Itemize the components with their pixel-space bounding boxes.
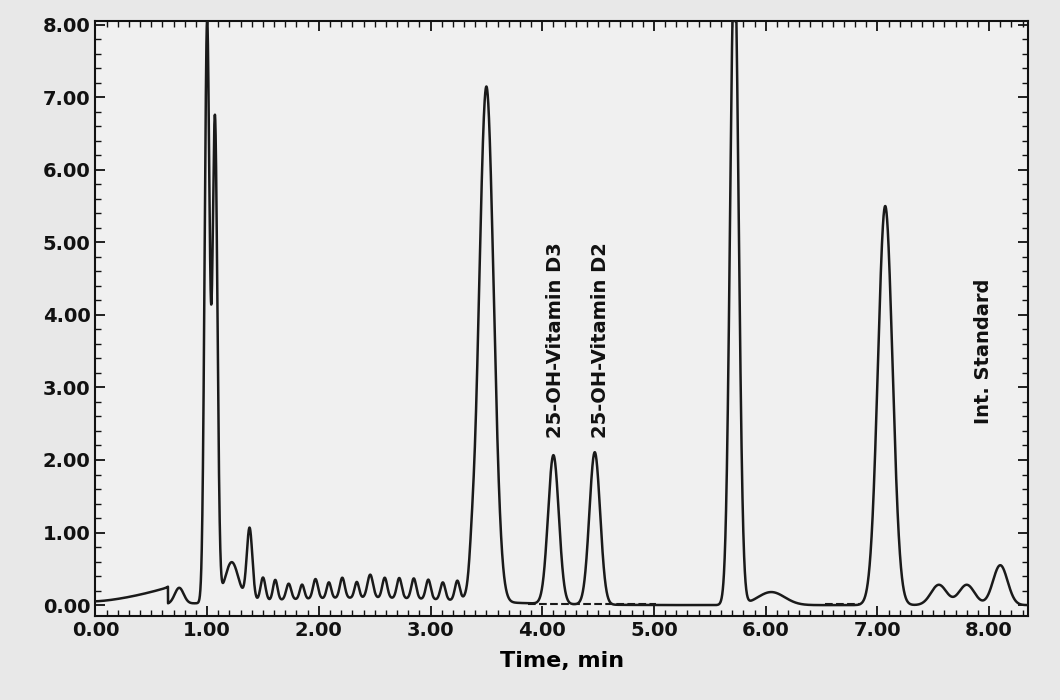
Text: Int. Standard: Int. Standard: [974, 279, 993, 424]
Text: 25-OH-Vitamin D2: 25-OH-Vitamin D2: [590, 242, 610, 438]
Text: 25-OH-Vitamin D3: 25-OH-Vitamin D3: [546, 242, 565, 438]
X-axis label: Time, min: Time, min: [499, 651, 624, 671]
